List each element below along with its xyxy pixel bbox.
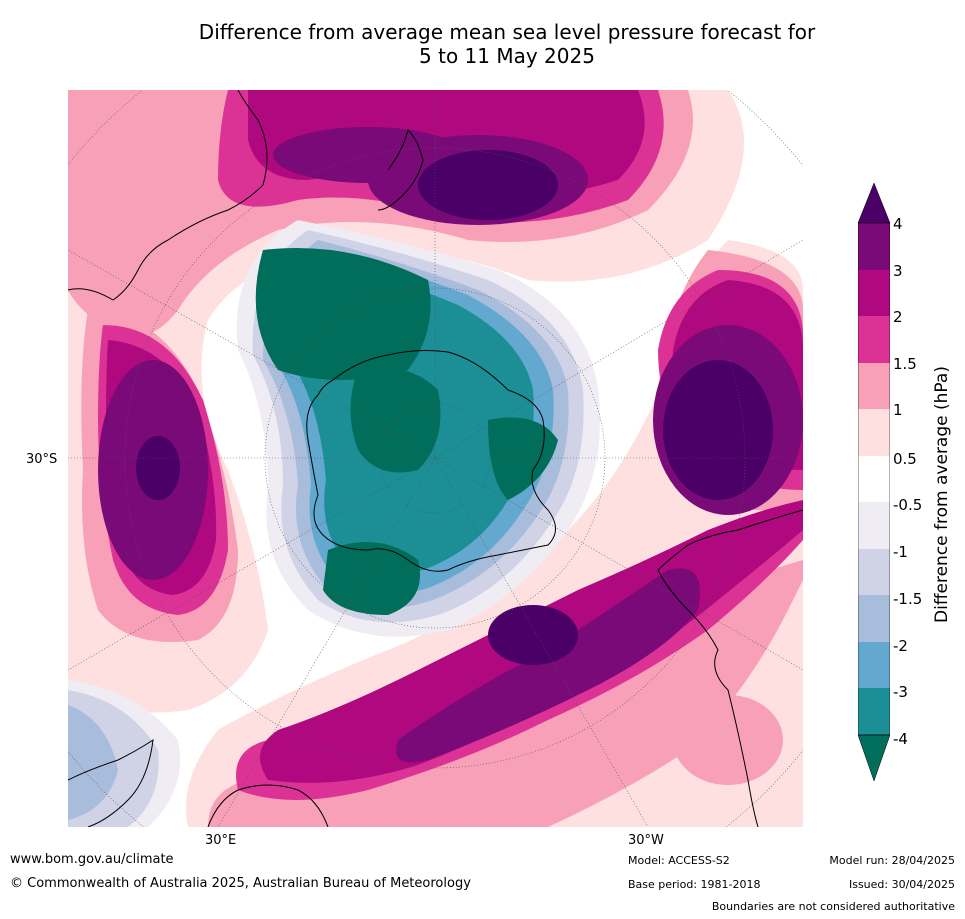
colorbar-band-neg-3-4 xyxy=(858,688,890,735)
title-line-2: 5 to 11 May 2025 xyxy=(419,44,595,68)
colorbar-tick: 4 xyxy=(893,215,903,233)
colorbar-band-0.5-1 xyxy=(858,409,890,456)
colorbar-tick: -1.5 xyxy=(893,590,923,608)
coastlines xyxy=(68,90,803,827)
colorbar-tick: -0.5 xyxy=(893,496,923,514)
lon-label-30e: 30°E xyxy=(205,833,237,848)
colorbar-tick: 3 xyxy=(893,262,903,280)
colorbar-band-neg-1-1.5 xyxy=(858,549,890,595)
negative-anomaly-shading xyxy=(236,220,600,637)
colorbar-band-neg-2-3 xyxy=(858,642,890,688)
model-run-text: Model run: 28/04/2025 xyxy=(829,854,955,867)
colorbar-tick: -3 xyxy=(893,683,908,701)
colorbar xyxy=(858,182,890,782)
colorbar-band-neutral xyxy=(858,456,890,502)
model-text: Model: ACCESS-S2 xyxy=(628,854,730,867)
colorbar-tick: 2 xyxy=(893,308,903,326)
colorbar-band-1-1.5 xyxy=(858,363,890,409)
negative-anomaly-bottom-left xyxy=(68,680,180,827)
map-title: Difference from average mean sea level p… xyxy=(0,20,965,68)
colorbar-tick: 1.5 xyxy=(893,355,917,373)
website-link[interactable]: www.bom.gov.au/climate xyxy=(10,852,174,867)
disclaimer-text: Boundaries are not considered authoritat… xyxy=(711,900,955,913)
positive-anomaly-shading xyxy=(68,90,803,827)
lat-label-30s: 30°S xyxy=(26,452,58,467)
colorbar-tick: 0.5 xyxy=(893,450,917,468)
map-svg xyxy=(68,90,803,827)
pressure-anomaly-map xyxy=(68,90,803,827)
colorbar-band-neg-1.5-2 xyxy=(858,595,890,642)
lon-label-30w: 30°W xyxy=(628,833,664,848)
colorbar-title: Difference from average (hPa) xyxy=(932,366,952,623)
copyright-text: © Commonwealth of Australia 2025, Austra… xyxy=(10,876,471,891)
colorbar-arrow-top xyxy=(858,182,890,224)
colorbar-band-3-4 xyxy=(858,223,890,270)
base-period-text: Base period: 1981-2018 xyxy=(628,878,761,891)
colorbar-tick: -1 xyxy=(893,543,908,561)
colorbar-tick: -2 xyxy=(893,637,908,655)
issued-text: Issued: 30/04/2025 xyxy=(848,878,955,891)
title-line-1: Difference from average mean sea level p… xyxy=(198,20,816,44)
colorbar-tick: 1 xyxy=(893,401,903,419)
colorbar-tick: -4 xyxy=(893,730,908,748)
colorbar-band-neg-0.5-1 xyxy=(858,502,890,549)
colorbar-arrow-bottom xyxy=(858,734,890,782)
colorbar-band-1.5-2 xyxy=(858,316,890,363)
colorbar-band-2-3 xyxy=(858,270,890,316)
